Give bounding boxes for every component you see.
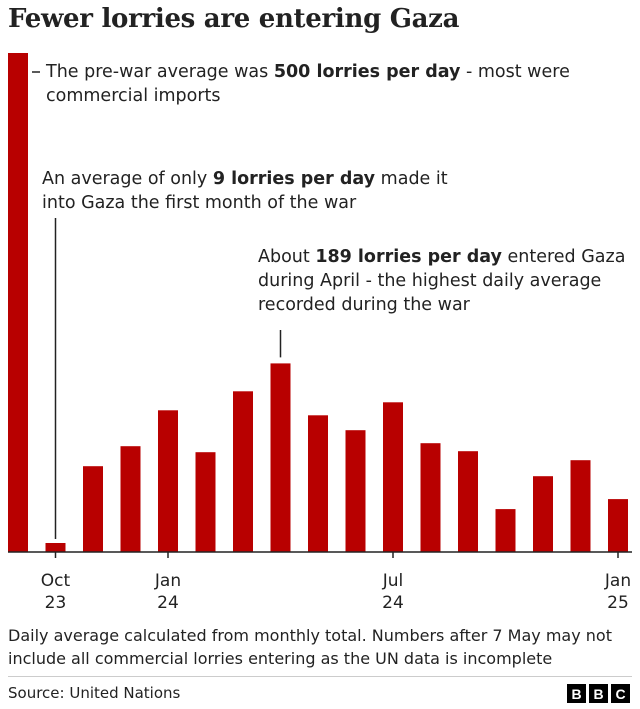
bar-dec-24 [570, 460, 591, 552]
bar-sep-24 [458, 451, 478, 552]
bbc-logo: B B C [567, 684, 630, 703]
bar-nov-24 [533, 476, 553, 552]
source-label: Source: United Nations [8, 684, 181, 702]
bbc-logo-b2: B [589, 684, 608, 703]
bar-aug-24 [420, 443, 441, 552]
bar-may-24 [308, 415, 328, 552]
bar-feb-24 [195, 452, 216, 552]
x-tick-label-year: 25 [607, 593, 629, 613]
bbc-logo-c: C [611, 684, 630, 703]
annotation-april: About 189 lorries per day entered Gaza d… [258, 245, 638, 317]
annotation-first-month: An average of only 9 lorries per day mad… [42, 167, 462, 215]
chart-title: Fewer lorries are entering Gaza [8, 4, 460, 34]
bar-dec-23 [120, 446, 141, 552]
x-tick-label-month: Jan [604, 571, 631, 591]
x-tick-label-year: 24 [382, 593, 404, 613]
x-tick-label-month: Oct [41, 571, 71, 591]
bbc-logo-b1: B [567, 684, 586, 703]
bar-mar-24 [233, 391, 253, 552]
annotation-april-text-end: entered Gaza during April - the highest … [258, 247, 626, 315]
bar-jan-24 [158, 410, 178, 552]
bar-jan-25 [608, 499, 628, 552]
annotation-prewar: The pre-war average was 500 lorries per … [46, 60, 636, 108]
annotation-prewar-text-end: - most were commercial imports [46, 62, 570, 106]
annotation-prewar-text: The pre-war average was [46, 62, 274, 82]
bar-oct-24 [495, 509, 516, 552]
bar-jul-24 [383, 402, 403, 552]
annotation-first-month-text: An average of only [42, 169, 213, 189]
annotation-april-text: About [258, 247, 316, 267]
annotation-prewar-bold: 500 lorries per day [273, 62, 461, 82]
annotation-first-month-text-end: made it into Gaza the first month of the… [42, 169, 448, 213]
annotation-april-bold: 189 lorries per day [315, 247, 502, 267]
annotation-first-month-bold: 9 lorries per day [212, 169, 376, 189]
x-tick-label-year: 24 [157, 593, 179, 613]
footer-divider [8, 676, 632, 677]
x-tick-label-month: Jan [154, 571, 181, 591]
bars-group [8, 53, 628, 552]
x-tick-label-year: 23 [45, 593, 67, 613]
bar-oct-23 [45, 543, 66, 552]
x-tick-label-month: Jul [382, 571, 404, 591]
bar-apr-24 [270, 363, 291, 552]
annotation-leaders-group [32, 71, 282, 540]
footnote: Daily average calculated from monthly to… [8, 626, 612, 668]
bar-jun-24 [345, 430, 366, 552]
bar-nov-23 [83, 466, 103, 552]
bar-pre-war [8, 53, 28, 552]
